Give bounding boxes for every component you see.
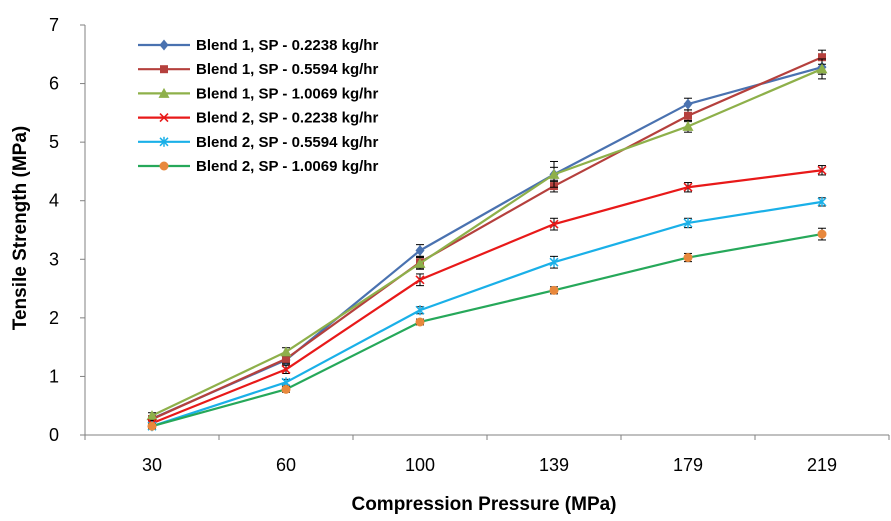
legend-label: Blend 2, SP - 0.5594 kg/hr xyxy=(196,134,378,151)
data-point xyxy=(817,196,827,207)
data-point xyxy=(684,111,692,120)
x-tick-label: 60 xyxy=(276,455,296,475)
data-point xyxy=(817,165,827,175)
data-point xyxy=(683,182,693,192)
data-point xyxy=(415,317,425,327)
series-5 xyxy=(147,196,827,432)
x-tick-label: 219 xyxy=(807,455,837,475)
data-point xyxy=(549,285,559,295)
data-point xyxy=(280,346,292,357)
y-tick-label: 6 xyxy=(49,74,59,94)
data-point xyxy=(415,245,425,256)
data-point xyxy=(415,275,425,285)
legend-item: Blend 2, SP - 0.5594 kg/hr xyxy=(138,134,378,151)
series-4 xyxy=(147,165,827,428)
data-point xyxy=(146,410,158,421)
legend-marker xyxy=(159,113,169,123)
data-point xyxy=(147,421,157,431)
data-point xyxy=(548,168,560,179)
data-point xyxy=(549,219,559,229)
legend-label: Blend 1, SP - 0.5594 kg/hr xyxy=(196,61,378,78)
legend-label: Blend 2, SP - 0.2238 kg/hr xyxy=(196,110,378,127)
x-axis-title: Compression Pressure (MPa) xyxy=(351,494,616,515)
x-tick-label: 100 xyxy=(405,455,435,475)
series-line xyxy=(151,67,823,417)
x-tick-label: 139 xyxy=(539,455,569,475)
legend-marker xyxy=(159,39,169,51)
legend-marker xyxy=(158,87,170,98)
legend-item: Blend 1, SP - 0.2238 kg/hr xyxy=(138,37,378,54)
legend-item: Blend 1, SP - 1.0069 kg/hr xyxy=(138,85,378,102)
y-tick-label: 7 xyxy=(49,15,59,35)
data-point xyxy=(549,257,559,268)
legend-marker xyxy=(159,136,169,147)
legend: Blend 1, SP - 0.2238 kg/hr Blend 1, SP - … xyxy=(138,37,378,175)
legend-label: Blend 2, SP - 1.0069 kg/hr xyxy=(196,158,378,175)
y-axis-title: Tensile Strength (MPa) xyxy=(10,126,31,330)
data-point xyxy=(415,305,425,316)
data-point xyxy=(414,257,426,268)
legend-label: Blend 1, SP - 1.0069 kg/hr xyxy=(196,85,378,102)
data-point xyxy=(281,384,291,394)
series-line xyxy=(151,200,823,428)
y-tick-label: 4 xyxy=(49,191,59,211)
y-tick-label: 3 xyxy=(49,249,59,269)
series-2 xyxy=(148,49,826,424)
legend-item: Blend 2, SP - 1.0069 kg/hr xyxy=(138,158,378,175)
legend-item: Blend 2, SP - 0.2238 kg/hr xyxy=(138,110,378,127)
data-point xyxy=(817,229,827,239)
data-point xyxy=(682,120,694,131)
x-tick-label: 179 xyxy=(673,455,703,475)
series-3 xyxy=(146,58,828,421)
data-point xyxy=(281,364,291,374)
data-point xyxy=(282,354,290,363)
plot-area xyxy=(146,49,828,432)
legend-label: Blend 1, SP - 0.2238 kg/hr xyxy=(196,37,378,54)
legend-marker xyxy=(160,65,168,74)
y-tick-label: 0 xyxy=(49,425,59,445)
data-point xyxy=(683,253,693,263)
y-tick-label: 1 xyxy=(49,366,59,386)
y-tick-label: 2 xyxy=(49,308,59,328)
data-point xyxy=(683,98,693,110)
legend-marker xyxy=(159,161,169,171)
data-point xyxy=(816,63,828,74)
axes: 0 1 2 3 4 5 6 7 30 60 100 139 179 219 xyxy=(49,15,890,475)
data-point xyxy=(683,217,693,228)
series-line xyxy=(151,233,823,428)
series-line xyxy=(151,56,823,421)
series-line xyxy=(151,169,823,425)
series-6 xyxy=(147,227,827,431)
y-tick-label: 5 xyxy=(49,132,59,152)
data-point xyxy=(818,53,826,62)
legend-item: Blend 1, SP - 0.5594 kg/hr xyxy=(138,61,378,78)
x-tick-label: 30 xyxy=(142,455,162,475)
